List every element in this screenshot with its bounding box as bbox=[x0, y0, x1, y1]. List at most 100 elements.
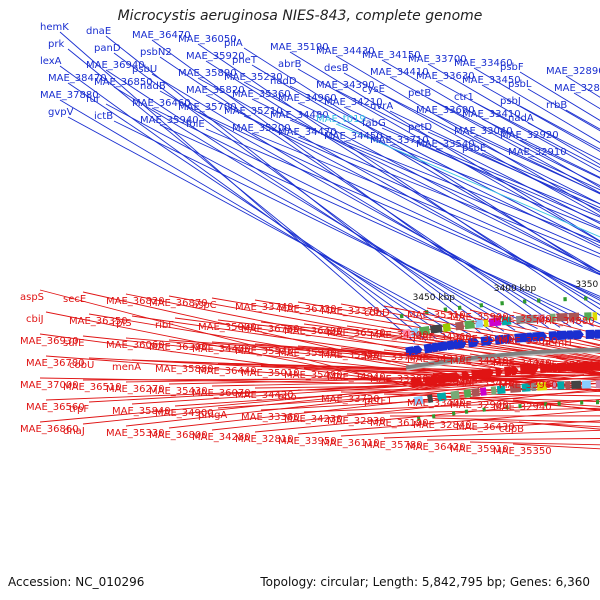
feature-block bbox=[584, 296, 588, 301]
feature-block bbox=[423, 343, 435, 354]
leader-line bbox=[303, 367, 600, 381]
gene-label: psbE bbox=[462, 143, 486, 154]
gene-label: psbJ bbox=[500, 96, 521, 107]
leader-line bbox=[45, 311, 432, 389]
gene-label: MAE_36440 bbox=[198, 366, 257, 377]
gene-label: MAE_35430 bbox=[149, 386, 208, 397]
gene-label: MAE_35350 bbox=[493, 446, 552, 457]
gene-label: MAE_33410 bbox=[462, 109, 521, 120]
gene-label: MAE_33710 bbox=[370, 135, 429, 146]
feature-block bbox=[402, 329, 412, 339]
leader-line bbox=[260, 390, 600, 411]
leader-line bbox=[389, 110, 600, 211]
gene-label: MAE_35190 bbox=[270, 42, 329, 53]
gene-label: MAE_35200 bbox=[232, 123, 291, 134]
gene-label: MAE_36780 bbox=[26, 358, 85, 369]
gene-label: prk bbox=[48, 39, 64, 50]
feature-block bbox=[424, 309, 429, 315]
feature-block bbox=[563, 297, 567, 302]
leader-line bbox=[197, 77, 600, 305]
gene-label: MAE_36270 bbox=[106, 384, 165, 395]
gene-label: MAE_35920 bbox=[186, 51, 245, 62]
feature-block bbox=[479, 303, 484, 308]
gene-label: ctr1 bbox=[454, 92, 474, 103]
gene-label: MAE_34450 bbox=[324, 131, 383, 142]
feature-block bbox=[567, 362, 582, 372]
leader-line bbox=[383, 429, 600, 439]
leader-line bbox=[211, 388, 600, 431]
gene-label: aspS bbox=[20, 292, 44, 303]
gene-label: MAE_36190 bbox=[370, 418, 429, 429]
gene-label: pmgA bbox=[198, 410, 227, 421]
feature-block bbox=[581, 380, 591, 389]
gene-label: MAE_32910 bbox=[508, 147, 567, 158]
gene-label: MAE_37880 bbox=[40, 90, 99, 101]
feature-block bbox=[450, 390, 460, 400]
gene-label: MAE_35550 bbox=[321, 350, 380, 361]
feature-block bbox=[518, 403, 522, 409]
gene-label: MAE_33450 bbox=[462, 75, 521, 86]
leader-line bbox=[113, 52, 494, 333]
gene-label: MAE_34210 bbox=[324, 97, 383, 108]
feature-block bbox=[416, 416, 421, 421]
gene-label: MAE_36350 bbox=[69, 316, 128, 327]
gene-label: MAE_35000 bbox=[198, 322, 257, 333]
gene-label: MAE_32890 bbox=[546, 66, 600, 77]
gene-label: MAE_36400 bbox=[284, 326, 343, 337]
leader-line bbox=[297, 301, 600, 355]
gene-label: MAE_34280 bbox=[192, 432, 251, 443]
leader-line bbox=[67, 116, 471, 336]
feature-block bbox=[531, 382, 537, 392]
gene-label: MAE_33960 bbox=[499, 380, 558, 391]
gene-label: MAE_35210 bbox=[224, 106, 283, 117]
gene-label: MAE_35900 bbox=[450, 312, 509, 323]
gene-label: MAE_36940 bbox=[86, 60, 145, 71]
leader-line bbox=[289, 119, 600, 255]
gene-label: ictB bbox=[94, 111, 113, 122]
feature-block bbox=[446, 372, 461, 383]
leader-line bbox=[565, 109, 600, 130]
feature-block bbox=[536, 298, 541, 303]
gene-label: cupB bbox=[499, 424, 524, 435]
leader-line bbox=[435, 148, 600, 218]
gene-label: MAE_33420 bbox=[456, 378, 515, 389]
leader-line bbox=[381, 127, 600, 223]
gene-label: MAE_34300 bbox=[370, 330, 429, 341]
leader-line bbox=[346, 325, 600, 362]
gene-label: gvpV bbox=[48, 107, 74, 118]
gene-label: cysE bbox=[362, 84, 385, 95]
leader-line bbox=[427, 63, 600, 166]
gene-label: uvrA bbox=[370, 101, 393, 112]
feature-block bbox=[442, 323, 451, 333]
leader-line bbox=[151, 39, 550, 329]
gene-label: MAE_32830 bbox=[327, 416, 386, 427]
feature-block bbox=[471, 388, 480, 397]
reverse-category-ring bbox=[413, 380, 600, 406]
gene-label: petF1 bbox=[364, 396, 393, 407]
gene-label: MAE_35880 bbox=[155, 364, 214, 375]
feature-block bbox=[483, 318, 489, 328]
feature-block bbox=[455, 321, 465, 331]
gene-label: MAE_34440 bbox=[493, 358, 552, 369]
feature-block bbox=[495, 367, 503, 377]
gene-label: MAE_33690 bbox=[416, 105, 475, 116]
leader-line bbox=[381, 59, 600, 188]
gene-label: panD bbox=[94, 43, 121, 54]
leader-line bbox=[297, 136, 600, 258]
leader-line bbox=[151, 73, 572, 328]
leader-line bbox=[435, 80, 600, 173]
gene-label: MAE_33400 bbox=[407, 398, 466, 409]
leader-line bbox=[159, 90, 583, 327]
feature-block bbox=[590, 361, 600, 371]
scale-label: 3400 kbp bbox=[494, 284, 537, 294]
gene-label: MAE_37000 bbox=[20, 380, 79, 391]
gene-label: MAE_34430 bbox=[316, 46, 375, 57]
leader-line bbox=[473, 135, 600, 195]
gene-label: MAE_33760 bbox=[364, 352, 423, 363]
gene-label: pheT bbox=[232, 55, 258, 66]
feature-block bbox=[571, 380, 582, 389]
leader-line bbox=[389, 144, 600, 231]
gene-label: MAE_36820 bbox=[106, 296, 165, 307]
